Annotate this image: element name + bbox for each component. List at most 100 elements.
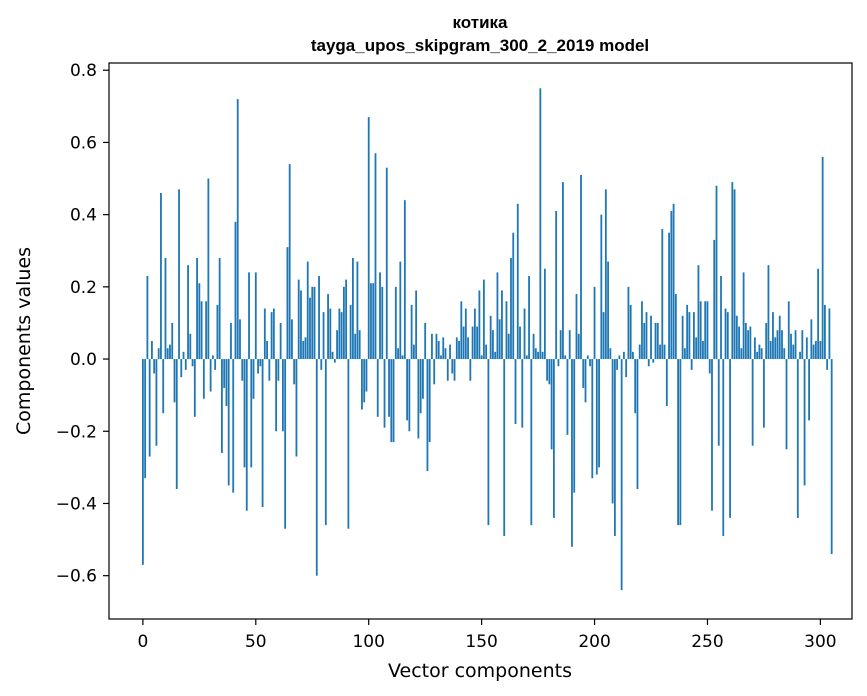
bar xyxy=(726,312,729,360)
bar xyxy=(706,301,709,360)
bar xyxy=(408,359,411,432)
bar xyxy=(469,359,472,381)
bar xyxy=(645,312,648,360)
bar xyxy=(814,341,817,360)
bar xyxy=(729,359,731,518)
bar xyxy=(769,341,772,360)
bar xyxy=(623,351,625,360)
bar xyxy=(751,359,754,446)
bar xyxy=(196,257,198,360)
bar xyxy=(516,203,519,360)
bar xyxy=(234,221,237,360)
bar xyxy=(683,348,686,360)
bar xyxy=(546,359,549,381)
bar xyxy=(272,308,275,360)
bar xyxy=(309,297,311,360)
bar xyxy=(198,283,201,360)
chart-title: котика xyxy=(453,13,509,32)
bar xyxy=(582,359,585,388)
bar xyxy=(534,348,537,360)
bar xyxy=(498,319,501,360)
bar xyxy=(223,359,226,388)
bar xyxy=(665,359,668,406)
bar xyxy=(157,348,160,360)
bar xyxy=(573,359,576,493)
bar xyxy=(449,344,451,360)
bar xyxy=(401,355,404,360)
bar xyxy=(162,359,165,414)
bar xyxy=(462,326,465,360)
bar xyxy=(169,344,171,360)
bar xyxy=(543,268,546,360)
bar xyxy=(374,153,377,360)
bar xyxy=(397,348,399,360)
bar xyxy=(164,257,167,360)
bar xyxy=(600,214,603,360)
bar xyxy=(654,322,657,360)
bar xyxy=(471,326,474,360)
bar xyxy=(577,333,580,360)
y-tick-label: −0.4 xyxy=(56,494,97,514)
bar xyxy=(399,261,402,360)
bar xyxy=(663,344,666,360)
bar xyxy=(722,359,725,536)
x-tick-label: 250 xyxy=(691,632,723,652)
bar xyxy=(571,359,573,547)
bar xyxy=(473,308,476,360)
bar xyxy=(277,359,280,381)
bar xyxy=(318,276,320,360)
bar xyxy=(236,99,239,360)
bar xyxy=(758,344,761,360)
bar xyxy=(781,330,783,360)
bar xyxy=(225,359,228,406)
bar xyxy=(349,304,352,360)
bar xyxy=(340,312,343,360)
bar xyxy=(805,337,808,360)
bar xyxy=(191,359,194,367)
bar xyxy=(686,304,689,360)
bar xyxy=(304,337,307,360)
bar xyxy=(643,322,646,360)
bar xyxy=(412,344,415,360)
bar xyxy=(521,359,524,428)
bar xyxy=(629,304,632,360)
bar xyxy=(607,261,609,360)
bar xyxy=(379,272,381,360)
bar xyxy=(358,330,361,360)
bar xyxy=(200,301,203,360)
bar xyxy=(424,322,427,360)
bar xyxy=(324,359,327,526)
bar xyxy=(494,351,497,360)
bar xyxy=(216,304,219,360)
bar xyxy=(352,257,354,360)
bar xyxy=(376,359,379,417)
bar xyxy=(250,359,253,468)
bar xyxy=(460,301,463,360)
bar xyxy=(444,348,447,360)
bar xyxy=(656,322,659,360)
bar xyxy=(227,359,230,486)
bar xyxy=(512,232,515,360)
bar xyxy=(507,333,510,360)
bar xyxy=(810,319,813,360)
bar xyxy=(295,359,298,457)
bar xyxy=(160,192,162,360)
bar xyxy=(370,283,372,360)
bar xyxy=(817,268,820,360)
bar xyxy=(485,344,488,360)
bar xyxy=(329,308,332,360)
bar xyxy=(659,344,661,360)
bar xyxy=(738,326,740,360)
bar xyxy=(245,359,248,511)
bar xyxy=(580,174,582,360)
bar xyxy=(293,359,296,385)
bar xyxy=(749,326,752,360)
bar xyxy=(141,359,144,565)
bar xyxy=(625,359,628,378)
bar xyxy=(772,312,774,360)
bar xyxy=(270,312,273,360)
bar xyxy=(144,359,147,479)
bar xyxy=(613,359,616,536)
bar xyxy=(313,286,316,360)
bar xyxy=(713,239,716,360)
